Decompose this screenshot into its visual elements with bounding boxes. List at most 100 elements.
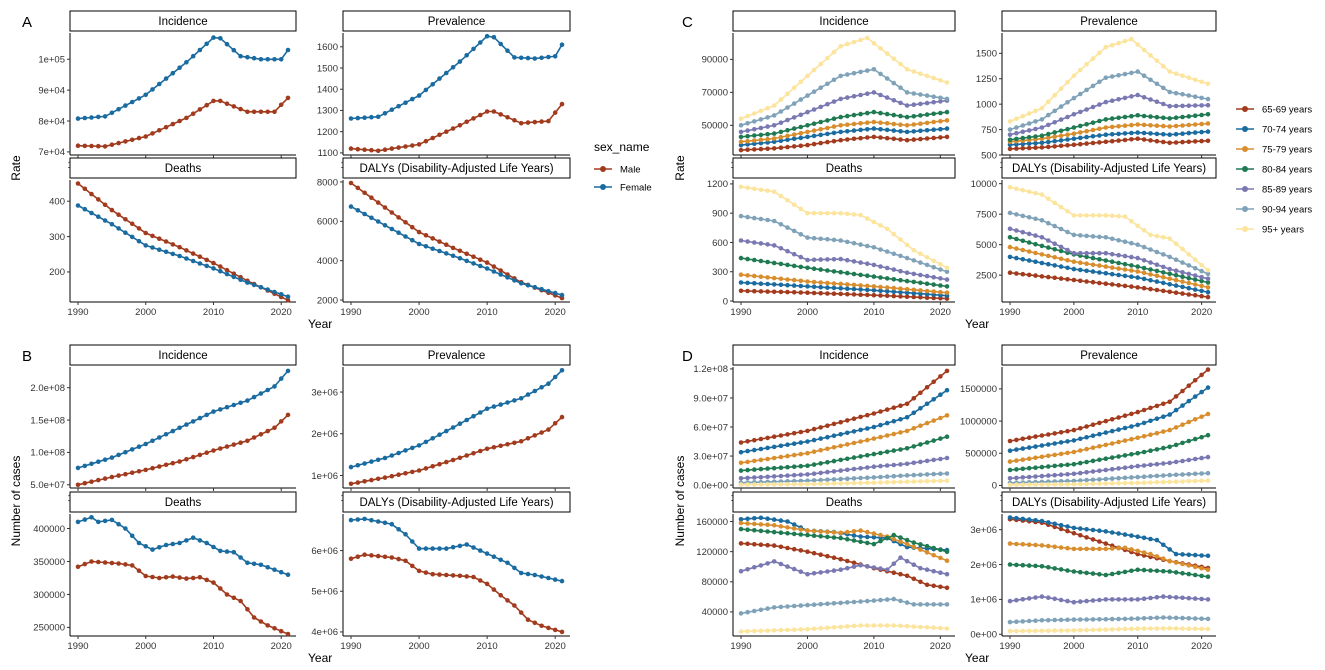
data-point	[752, 127, 757, 132]
data-point	[1199, 372, 1204, 378]
data-point	[918, 442, 923, 447]
series-75-79-years	[738, 520, 950, 563]
data-point	[765, 136, 770, 142]
data-point	[1141, 47, 1147, 53]
data-point	[1058, 522, 1064, 528]
data-point	[457, 573, 463, 579]
data-point	[278, 419, 284, 424]
data-point	[818, 477, 823, 483]
data-point	[1173, 103, 1179, 109]
data-point	[758, 436, 764, 442]
series-70-74-years	[1007, 385, 1211, 454]
data-point	[1065, 478, 1070, 484]
data-point	[484, 581, 490, 587]
data-point	[838, 114, 843, 120]
series-65-69-years	[738, 288, 950, 301]
data-point	[798, 569, 804, 574]
data-point	[1090, 571, 1096, 576]
data-point	[771, 146, 777, 151]
series-line	[350, 103, 563, 152]
data-point	[858, 562, 863, 568]
data-point	[1167, 399, 1172, 405]
data-point	[878, 110, 883, 116]
data-point	[805, 93, 810, 98]
data-point	[532, 620, 538, 626]
data-point	[944, 134, 950, 140]
data-point	[1014, 116, 1019, 122]
data-point	[1071, 259, 1077, 265]
data-point	[838, 624, 843, 630]
data-point	[177, 540, 182, 546]
data-point	[1122, 626, 1128, 632]
data-point	[1173, 241, 1179, 247]
data-point	[818, 529, 823, 534]
data-point	[1129, 424, 1134, 429]
data-point	[375, 457, 381, 463]
data-point	[1103, 264, 1109, 269]
data-point	[758, 137, 764, 143]
data-point	[771, 113, 777, 118]
data-point	[765, 140, 770, 145]
data-point	[738, 280, 744, 285]
data-point	[791, 126, 797, 131]
data-point	[858, 475, 863, 481]
data-point	[423, 546, 429, 551]
data-point	[1186, 139, 1192, 145]
series-95-years	[1007, 626, 1211, 634]
data-point	[1052, 134, 1057, 139]
data-point	[778, 544, 784, 550]
data-point	[904, 623, 910, 629]
data-point	[1007, 244, 1013, 250]
series-line	[1009, 413, 1209, 463]
data-point	[765, 522, 770, 528]
data-point	[1109, 124, 1115, 130]
data-point	[865, 412, 870, 418]
data-point	[272, 57, 277, 62]
data-point	[1154, 480, 1160, 485]
data-point	[1141, 130, 1147, 136]
data-point	[116, 140, 121, 146]
data-point	[1039, 433, 1045, 438]
data-point	[1084, 527, 1089, 532]
legend-item-65-69-years: 65-69 years	[1236, 105, 1312, 116]
data-point	[1065, 143, 1070, 148]
data-point	[1141, 276, 1147, 282]
data-point	[1173, 273, 1179, 278]
data-point	[1084, 435, 1089, 440]
data-point	[403, 100, 408, 105]
data-point	[1205, 616, 1211, 622]
data-point	[791, 430, 797, 436]
data-point	[1097, 270, 1102, 275]
data-point	[931, 438, 936, 443]
data-point	[1065, 79, 1070, 85]
data-point	[1205, 470, 1211, 476]
data-point	[272, 425, 277, 431]
data-point	[1192, 257, 1198, 263]
data-point	[878, 293, 883, 298]
data-point	[1007, 438, 1013, 444]
data-point	[858, 69, 863, 75]
y-tick-label: 300	[712, 267, 728, 278]
data-point	[871, 475, 877, 480]
data-point	[1141, 407, 1147, 413]
data-point	[871, 245, 877, 250]
series-80-84-years	[738, 434, 950, 473]
y-tick-label: 1e+06	[311, 471, 338, 482]
series-male	[75, 181, 291, 303]
data-point	[1007, 146, 1013, 152]
data-point	[1161, 473, 1166, 478]
data-point	[1129, 218, 1134, 224]
data-point	[791, 452, 797, 458]
series-90-94-years	[738, 213, 950, 275]
data-point	[1058, 117, 1064, 122]
data-point	[1199, 616, 1204, 621]
data-point	[102, 518, 108, 524]
data-point	[1014, 125, 1019, 130]
data-point	[375, 553, 381, 559]
data-point	[478, 548, 483, 553]
series-line	[740, 91, 948, 133]
data-point	[845, 565, 850, 571]
data-point	[484, 406, 490, 412]
data-point	[1192, 277, 1198, 282]
data-point	[738, 482, 744, 487]
